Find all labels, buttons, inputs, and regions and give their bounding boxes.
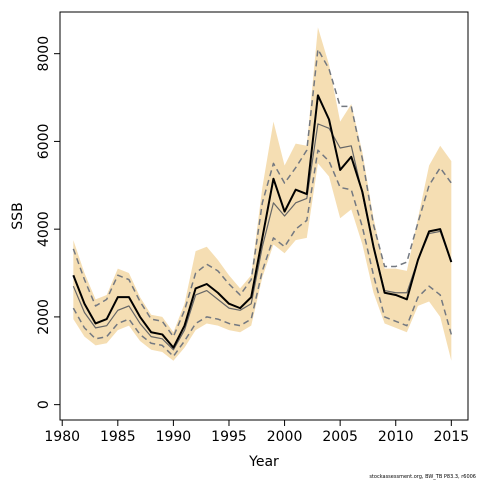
footnote: stockassessment.org, BW_TB P83.3, r6006 <box>369 474 476 480</box>
x-tick-label: 1995 <box>211 429 247 445</box>
series-line-lower-dashed <box>72 149 453 358</box>
x-tick-label: 2005 <box>322 429 358 445</box>
y-axis: 0 2000 4000 6000 8000 <box>36 36 60 409</box>
series-lines-layer <box>72 48 453 358</box>
y-tick-label: 4000 <box>36 211 52 247</box>
x-axis: 1980 1985 1990 1995 2000 2005 2010 2015 <box>44 420 469 445</box>
x-tick-label: 1980 <box>44 429 80 445</box>
confidence-band <box>73 27 452 361</box>
series-line-upper-dashed <box>72 48 452 338</box>
x-axis-title: Year <box>248 454 279 470</box>
y-tick-label: 0 <box>36 400 52 409</box>
x-tick-label: 1985 <box>100 429 136 445</box>
y-axis-title: SSB <box>10 202 26 229</box>
plot-frame <box>59 11 469 421</box>
y-tick-label: 2000 <box>36 299 52 335</box>
x-tick-label: 1990 <box>156 429 192 445</box>
y-tick-label: 8000 <box>36 36 52 72</box>
x-tick-label: 2015 <box>434 429 470 445</box>
series-line-main <box>72 94 453 349</box>
x-tick-label: 2010 <box>378 429 414 445</box>
confidence-band-layer <box>73 27 452 361</box>
x-tick-label: 2000 <box>267 429 303 445</box>
y-tick-label: 6000 <box>36 124 52 160</box>
series-line-secondary <box>72 123 452 351</box>
